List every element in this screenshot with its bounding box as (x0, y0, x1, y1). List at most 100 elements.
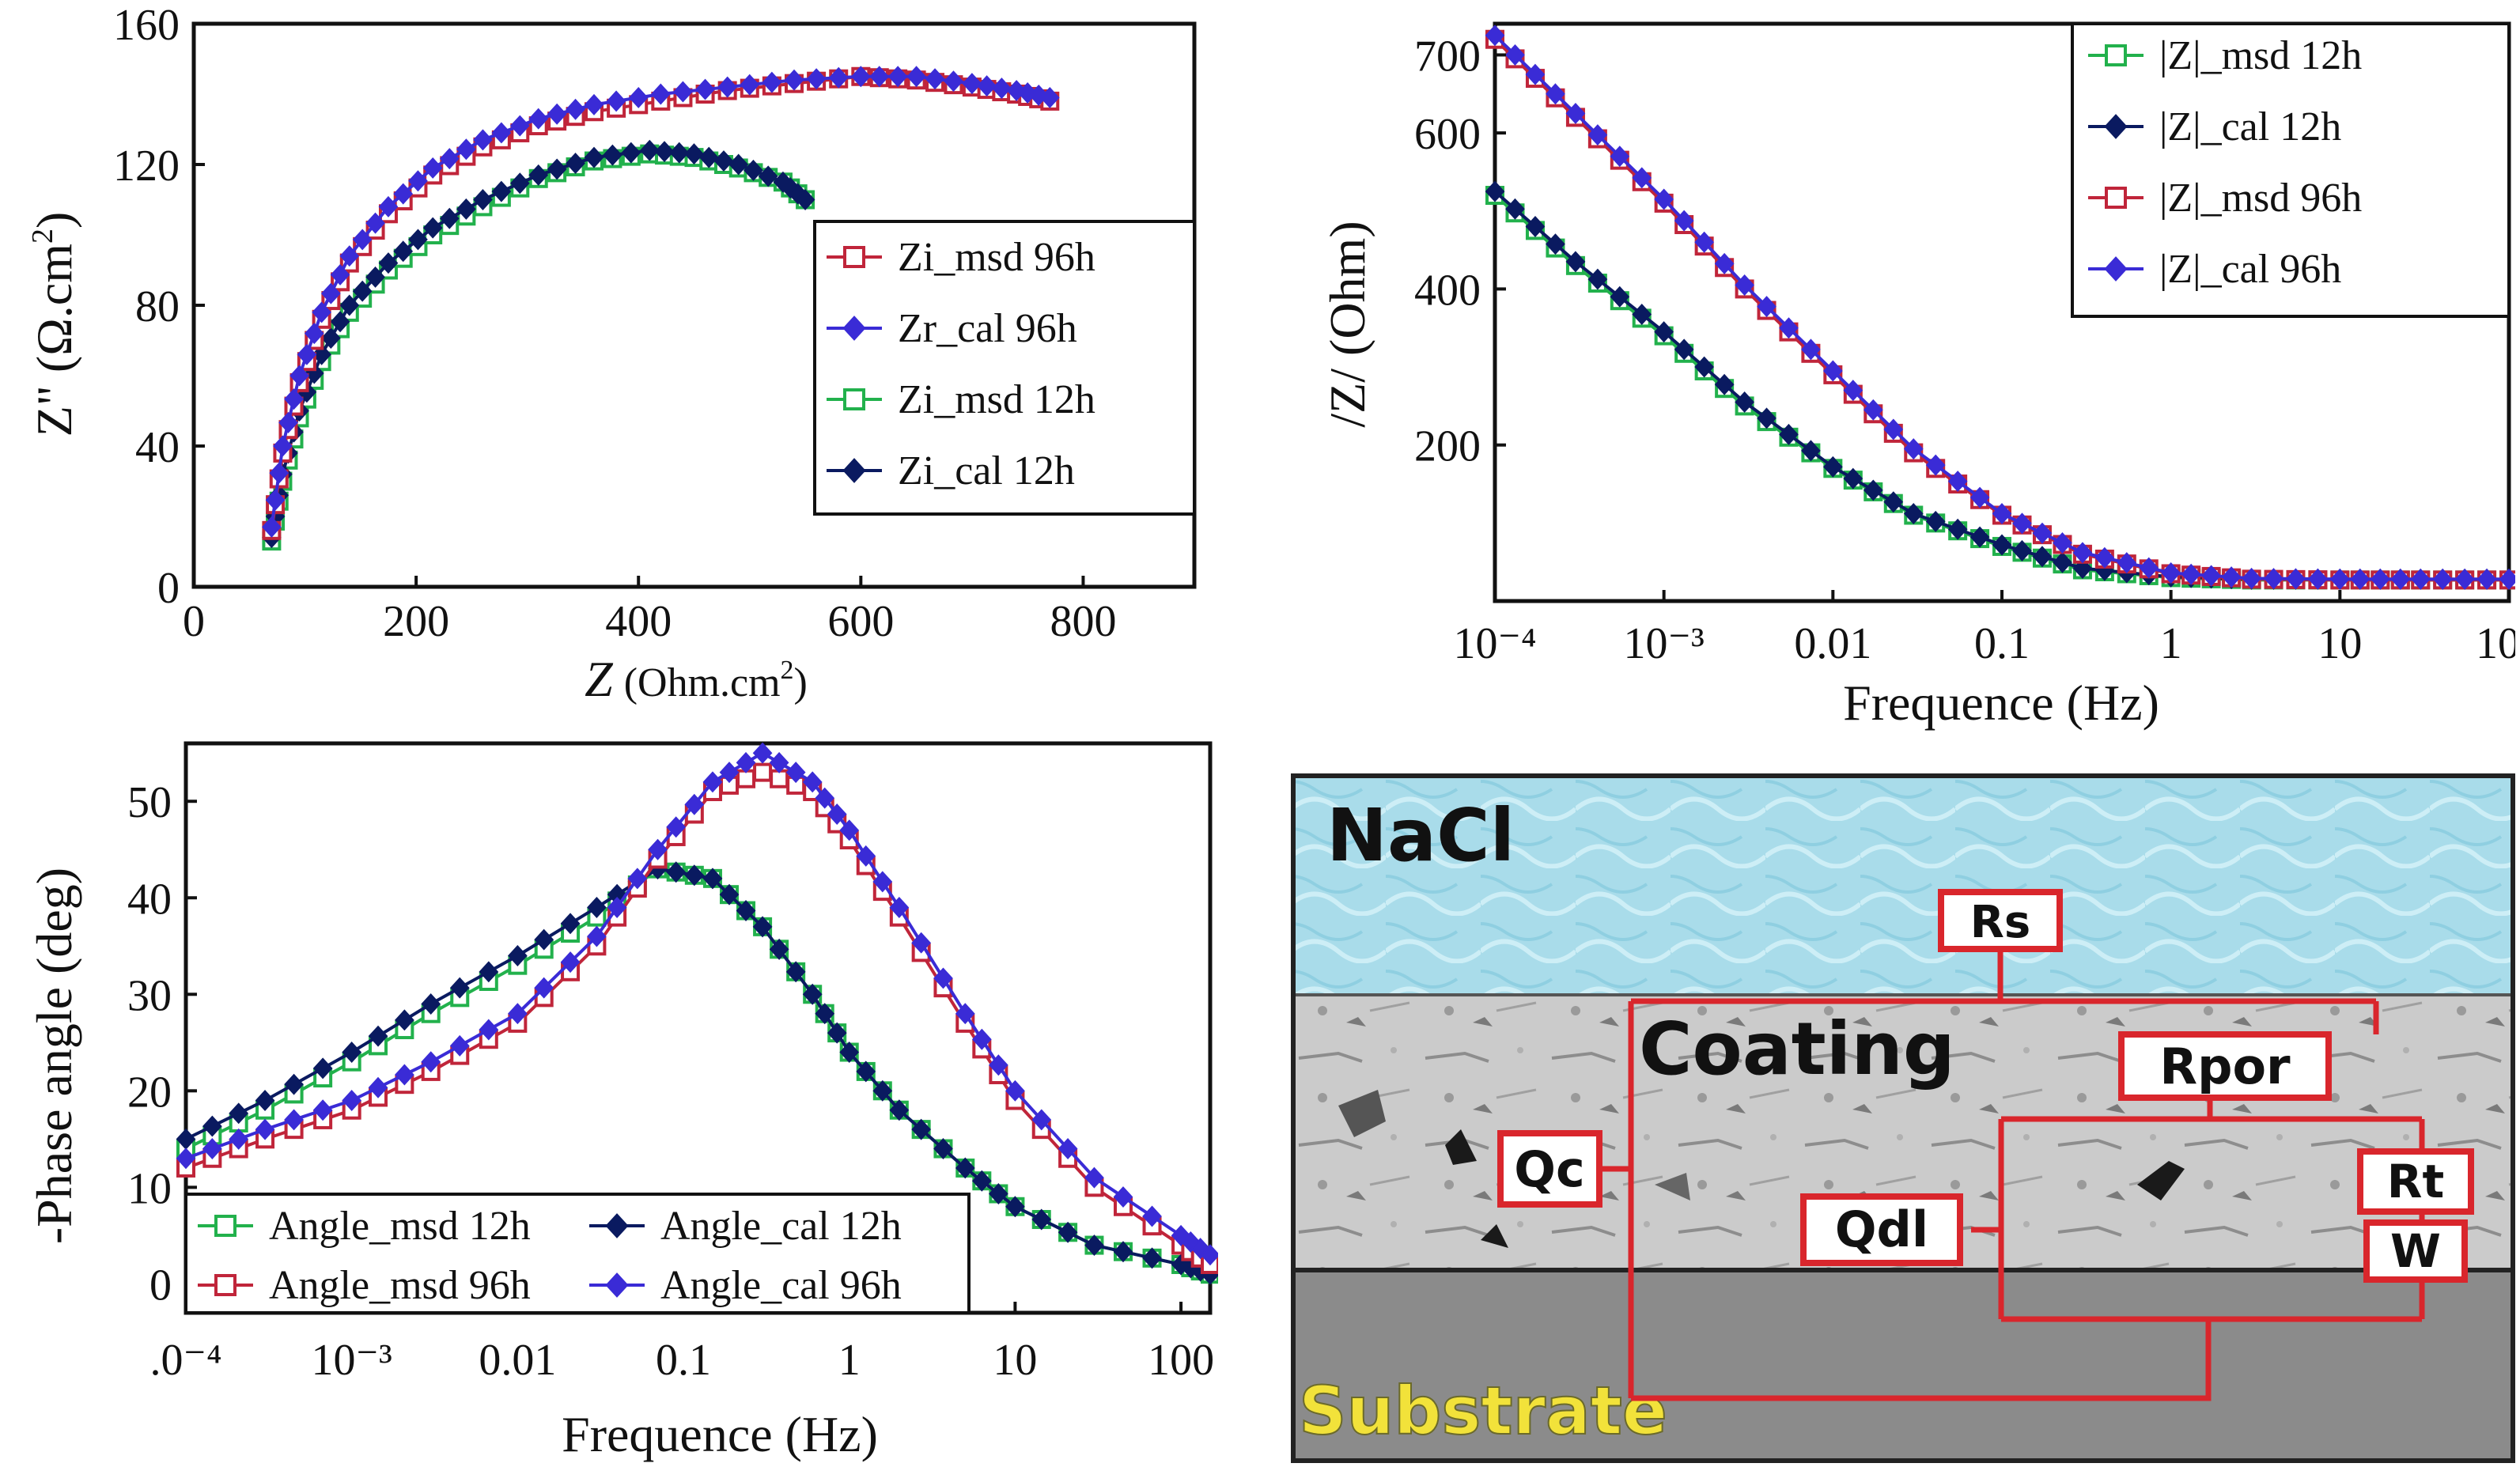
data-point (788, 183, 808, 205)
y-tick-label: 80 (135, 282, 180, 331)
data-point (255, 1090, 275, 1112)
x-tick-label: 0.01 (1794, 619, 1871, 668)
data-point (713, 150, 734, 172)
y-tick-label: 50 (127, 778, 172, 827)
data-point (2264, 568, 2284, 590)
data-point (421, 1051, 441, 1073)
data-point (2432, 568, 2453, 590)
data-point (869, 66, 890, 88)
x-tick-label: 0 (183, 597, 205, 646)
data-point (839, 1042, 860, 1063)
legend: |Z|_msd 12h |Z|_cal 12h |Z|_msd 96h |Z|_cal… (2071, 22, 2511, 318)
data-point (1039, 86, 1060, 108)
legend-entry: Zr_cal 96h (827, 306, 1077, 351)
legend-box (2071, 22, 2511, 318)
data-point (449, 977, 470, 999)
data-point (439, 148, 460, 170)
legend-label: Angle_msd 96h (269, 1263, 531, 1308)
data-point (2012, 512, 2032, 535)
data-point (1694, 231, 1714, 253)
data-point (1843, 380, 1864, 402)
legend-label: |Z|_msd 96h (2159, 176, 2362, 221)
data-point (312, 1099, 333, 1121)
data-point (827, 1022, 847, 1044)
x-tick-label: .0⁻⁴ (149, 1336, 221, 1385)
data-point (584, 93, 604, 115)
data-point (378, 252, 399, 274)
data-point (560, 913, 581, 935)
data-point (2094, 546, 2115, 569)
legend-marker (2105, 187, 2127, 209)
data-point (603, 144, 622, 166)
y-tick-label: 40 (135, 423, 180, 472)
data-point (284, 1073, 304, 1095)
data-point (439, 207, 460, 229)
data-point (284, 388, 304, 410)
x-tick-label: 800 (1050, 597, 1116, 646)
data-point (933, 1138, 953, 1160)
data-point (473, 189, 493, 210)
circuit-diagram-panel: NaCl Coating Substrate Rs Rpor (1291, 773, 2515, 1463)
x-tick-label: 1 (2160, 619, 2182, 668)
x-tick-label: 400 (605, 597, 672, 646)
data-point (628, 86, 649, 108)
data-point (989, 1054, 1008, 1076)
data-point (473, 129, 493, 151)
data-point (229, 1102, 249, 1125)
substrate-layer (1296, 1270, 2511, 1458)
data-point (1031, 1208, 1052, 1231)
data-point (560, 951, 581, 974)
legend-marker (842, 458, 866, 483)
data-point (944, 70, 963, 93)
data-point (342, 1042, 362, 1063)
data-point (1485, 180, 1505, 202)
data-point (528, 108, 549, 130)
w-box: W (2363, 1219, 2468, 1283)
data-point (584, 146, 604, 168)
svg-text:Rpor: Rpor (2159, 1038, 2291, 1095)
data-point (815, 787, 835, 809)
data-point (479, 1019, 499, 1041)
qc-box: Qc (1497, 1130, 1602, 1208)
data-point (320, 282, 341, 304)
x-axis-label: Frequence (Hz) (1843, 675, 2159, 731)
data-point (1801, 440, 1821, 462)
data-point (1969, 486, 1990, 509)
svg-text:Qc: Qc (1514, 1140, 1584, 1198)
legend-entry: |Z|_cal 96h (2088, 247, 2341, 292)
data-point (669, 142, 690, 164)
data-point (395, 1064, 414, 1086)
x-tick-label: 600 (827, 597, 894, 646)
data-point (1525, 216, 1546, 237)
y-tick-label: 30 (127, 971, 172, 1020)
legend-marker (605, 1272, 629, 1298)
data-point (769, 938, 789, 960)
data-point (547, 158, 567, 180)
legend-entry: Zi_msd 12h (827, 377, 1095, 422)
data-point (1714, 373, 1735, 395)
x-tick-label: 0.1 (1974, 619, 2030, 668)
data-point (1863, 399, 1883, 421)
legend-marker (214, 1274, 236, 1296)
data-point (330, 311, 350, 333)
y-tick-label: 700 (1414, 32, 1481, 81)
data-point (740, 74, 760, 96)
legend-entry: Angle_cal 96h (589, 1263, 902, 1308)
data-point (1947, 471, 1968, 493)
x-tick-label: 1 (838, 1336, 861, 1385)
data-point (2499, 568, 2515, 590)
legend-marker (605, 1213, 629, 1238)
data-point (339, 245, 360, 267)
series-line-msd_12h (270, 152, 807, 542)
data-point (2308, 568, 2328, 590)
data-point (566, 153, 585, 174)
data-point (728, 153, 749, 176)
x-tick-label: 10⁻³ (311, 1336, 392, 1385)
series-points-msd_12h (262, 144, 815, 551)
x-tick-label: 100 (1148, 1336, 1214, 1385)
data-point (719, 762, 740, 784)
legend-entry: |Z|_cal 12h (2088, 104, 2341, 149)
data-point (176, 1148, 196, 1170)
data-point (1525, 63, 1546, 85)
data-point (795, 189, 815, 210)
